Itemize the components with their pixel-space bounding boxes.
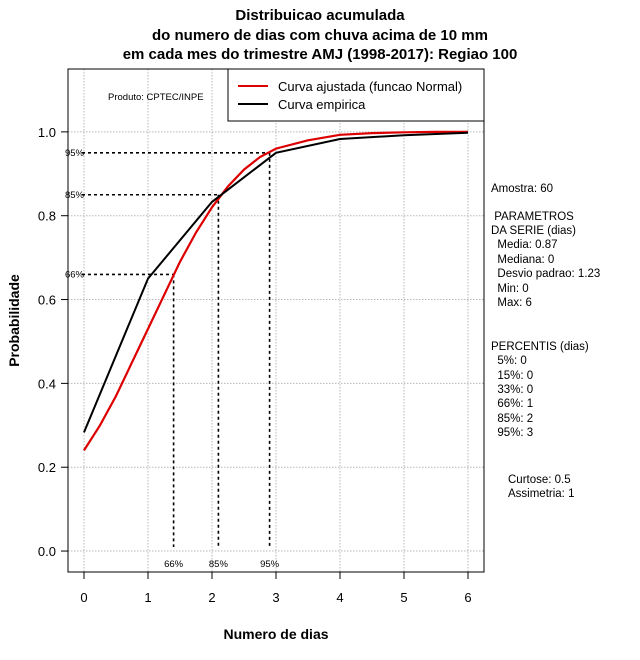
chart-title-line-1: Distribuicao acumulada (235, 7, 405, 24)
percentil-85: 85%: 2 (491, 413, 534, 425)
y-tick-label: 0.4 (38, 376, 56, 391)
percentile-label-y: 85% (65, 190, 85, 201)
x-tick-label: 5 (400, 590, 407, 605)
x-tick-label: 6 (464, 590, 471, 605)
param-min: Min: 0 (491, 283, 529, 295)
percentil-66: 66%: 1 (491, 398, 534, 410)
x-axis-title: Numero de dias (223, 626, 328, 642)
param-desvio: Desvio padrao: 1.23 (491, 268, 601, 280)
x-tick-label: 3 (272, 590, 279, 605)
chart-title-line-3: em cada mes do trimestre AMJ (1998-2017)… (122, 46, 518, 63)
y-tick-label: 0.8 (38, 209, 56, 224)
empirical-curve (83, 131, 469, 433)
assimetria: Assimetria: 1 (508, 488, 575, 500)
y-tick-label: 0.0 (38, 544, 56, 559)
y-axis-title: Probabilidade (6, 274, 22, 367)
x-tick-label: 1 (144, 590, 151, 605)
percentil-15: 15%: 0 (491, 370, 534, 382)
percentil-5: 5%: 0 (491, 355, 527, 367)
x-tick-label: 2 (208, 590, 215, 605)
param-media: Media: 0.87 (491, 239, 558, 251)
y-tick-label: 0.6 (38, 293, 56, 308)
x-tick-label: 4 (336, 590, 343, 605)
x-tick-label: 0 (80, 590, 87, 605)
y-tick-label: 0.2 (38, 460, 56, 475)
legend-box (227, 68, 485, 122)
percentile-label-x: 95% (260, 559, 280, 570)
percentile-label-x: 66% (164, 559, 184, 570)
params-title-1: PARAMETROS (491, 211, 574, 223)
fitted-normal-curve (83, 130, 468, 451)
percentile-label-x: 85% (209, 559, 229, 570)
y-tick-label: 1.0 (38, 125, 56, 140)
chart-title-line-2: do numero de dias com chuva acima de 10 … (152, 27, 488, 44)
curtose: Curtose: 0.5 (508, 474, 571, 486)
legend-entry: Curva ajustada (funcao Normal) (278, 79, 462, 94)
param-max: Max: 6 (491, 297, 532, 309)
legend-entry: Curva empirica (278, 97, 366, 112)
product-label: Produto: CPTEC/INPE (108, 92, 204, 103)
percentil-95: 95%: 3 (491, 427, 534, 439)
percentile-label-y: 95% (65, 148, 85, 159)
percentil-33: 33%: 0 (491, 384, 534, 396)
percentis-title: PERCENTIS (dias) (491, 341, 589, 353)
params-title-2: DA SERIE (dias) (491, 225, 576, 237)
param-mediana: Mediana: 0 (491, 254, 555, 266)
percentile-label-y: 66% (65, 269, 85, 280)
sample-size: Amostra: 60 (491, 183, 553, 195)
